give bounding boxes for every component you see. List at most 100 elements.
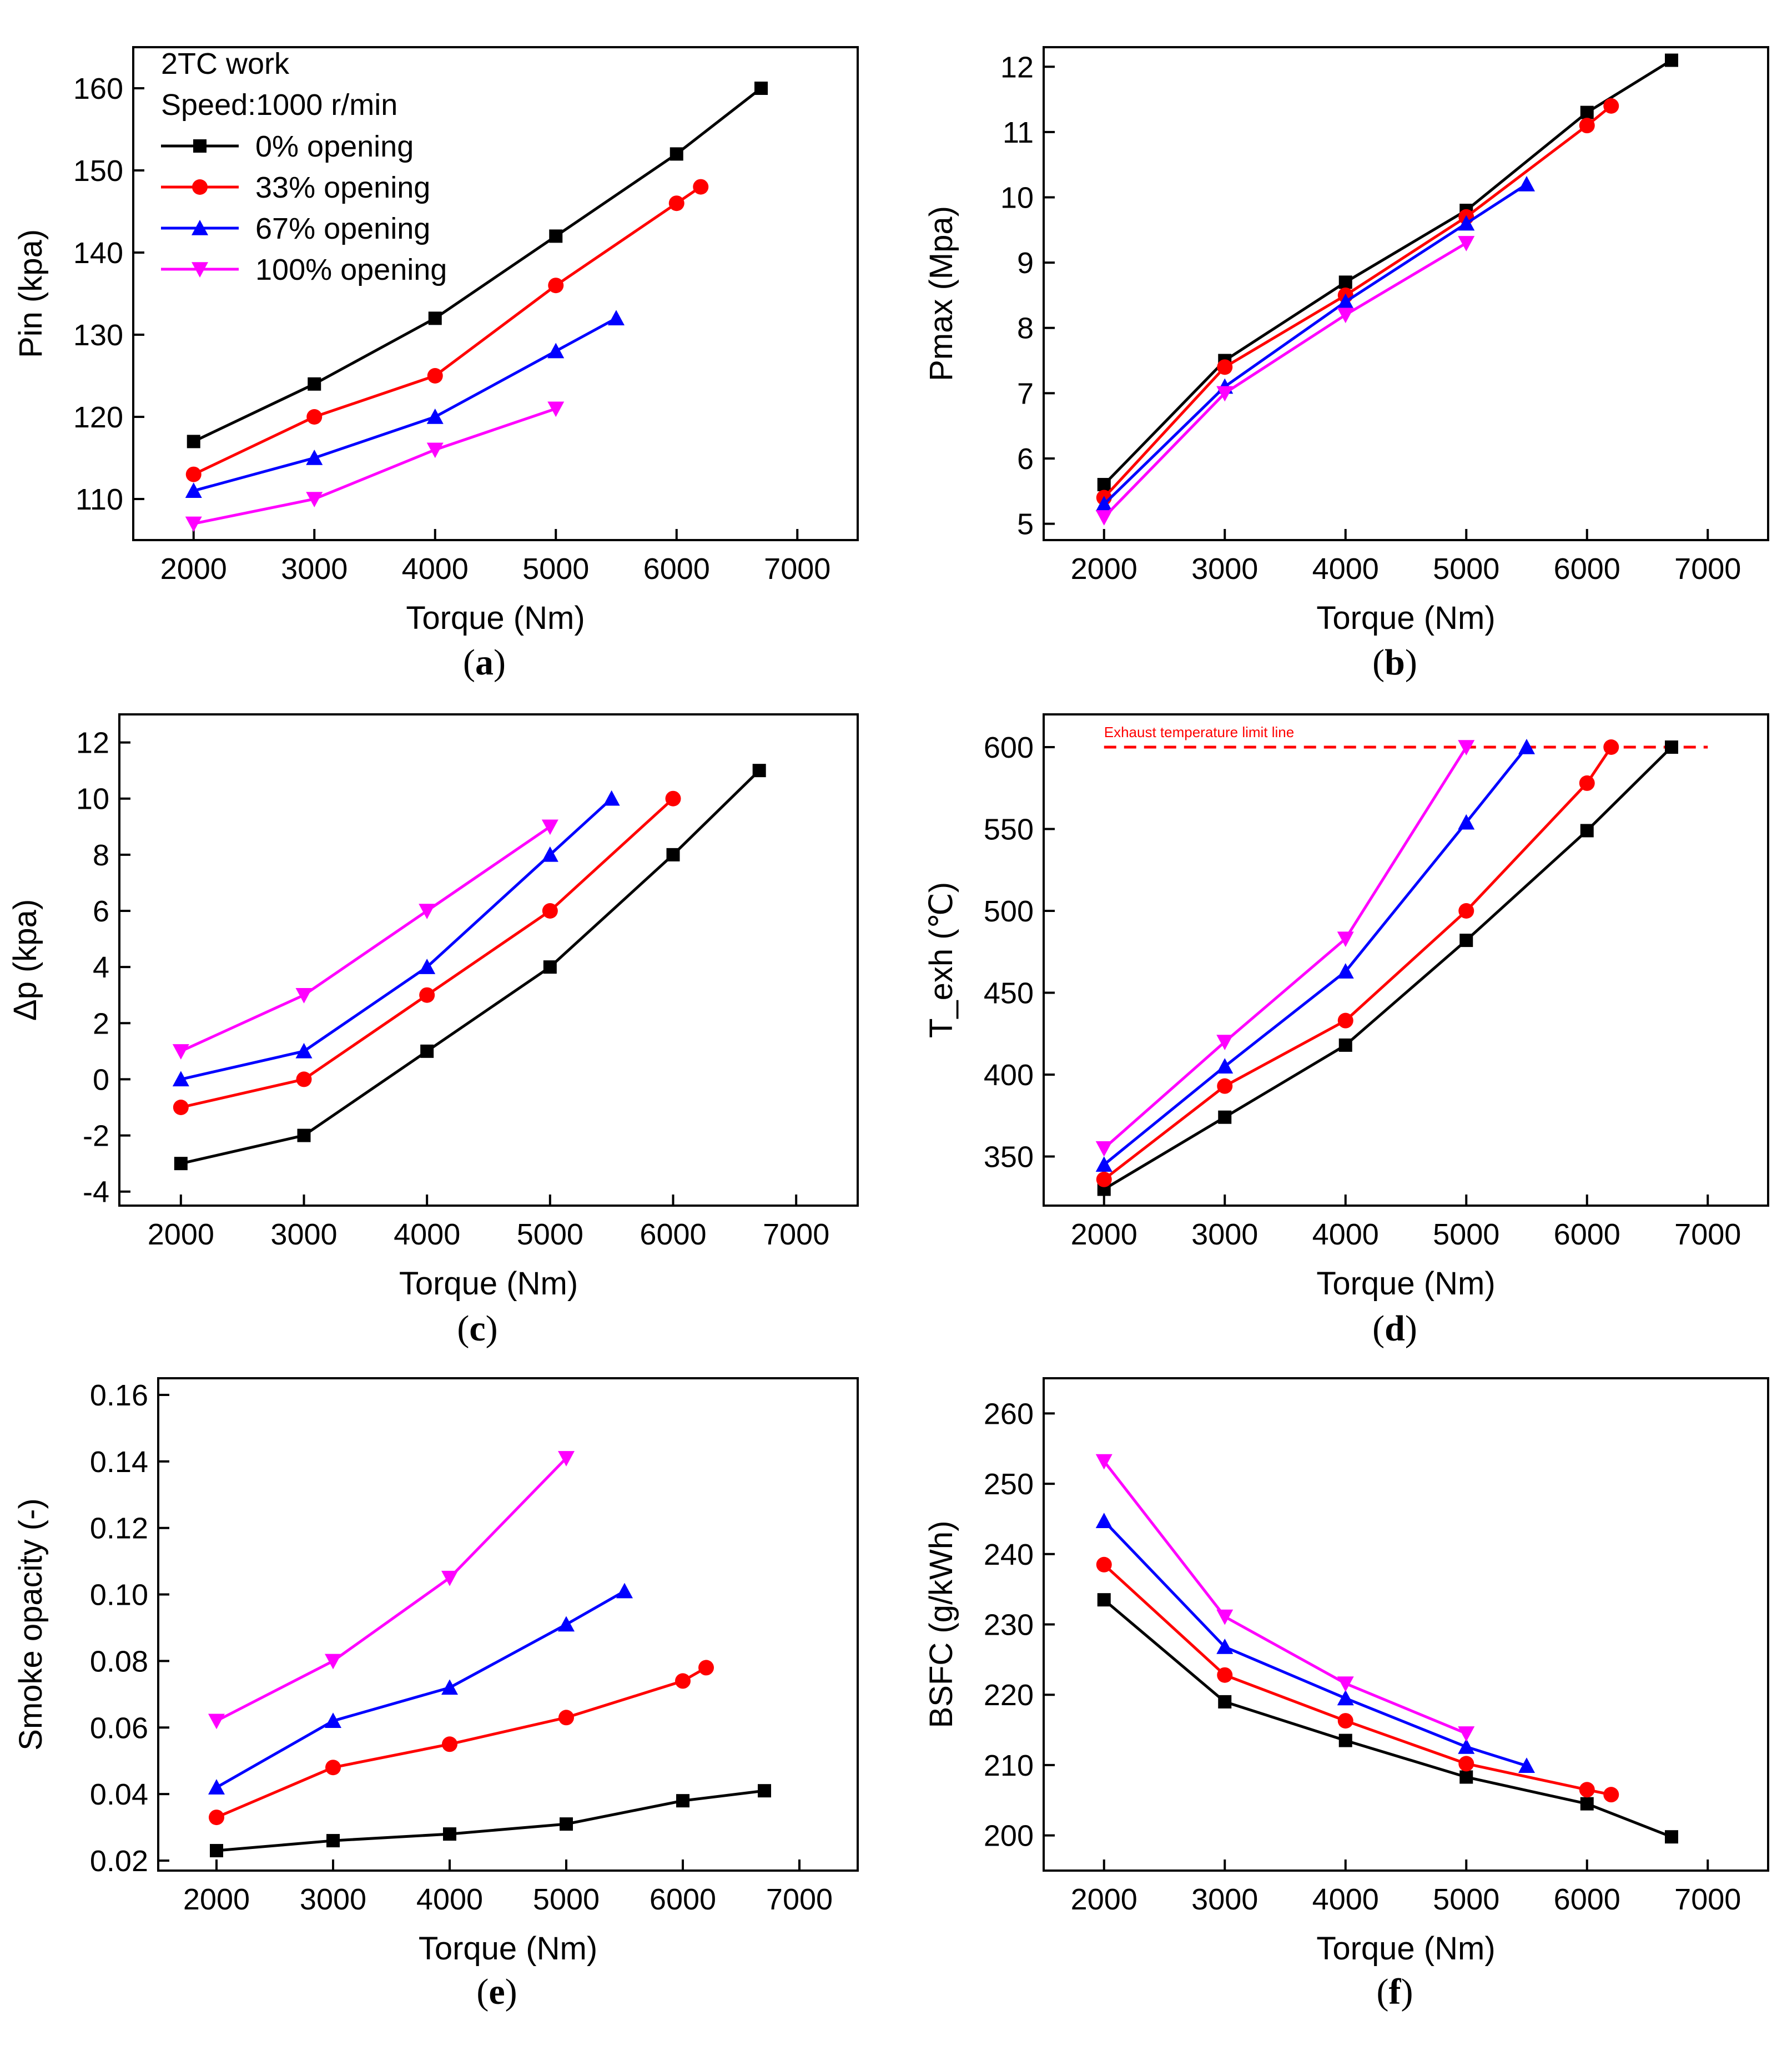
- x-tick-label: 6000: [650, 1883, 716, 1916]
- x-tick-label: 5000: [533, 1883, 600, 1916]
- data-point: [547, 342, 565, 359]
- y-tick-label: 8: [1017, 312, 1034, 345]
- data-point: [1216, 1058, 1234, 1074]
- series-67-opening: [1095, 175, 1535, 512]
- series-67-opening: [1095, 1513, 1535, 1773]
- series-0-opening: [1097, 53, 1678, 492]
- y-tick-label: 0.04: [90, 1778, 148, 1811]
- data-point: [1217, 1078, 1233, 1094]
- y-tick-label: 200: [984, 1820, 1034, 1853]
- series-0-opening: [187, 82, 768, 448]
- data-point: [1095, 496, 1113, 512]
- series-line: [1103, 241, 1467, 518]
- y-axis-label: Pmax (Mpa): [923, 206, 959, 381]
- series-100-opening: [1095, 1454, 1475, 1742]
- data-point: [295, 1042, 313, 1059]
- x-axis-label: Torque (Nm): [1316, 600, 1495, 636]
- y-tick-label: 210: [984, 1749, 1034, 1782]
- x-tick-label: 2000: [1071, 1218, 1137, 1251]
- data-point: [1337, 1713, 1353, 1729]
- data-point: [1216, 1609, 1234, 1625]
- y-tick-label: -2: [83, 1120, 109, 1153]
- y-tick-label: 110: [75, 483, 123, 516]
- x-axis-label: Torque (Nm): [1316, 1266, 1495, 1302]
- series-67-opening: [185, 310, 625, 498]
- series-33-opening: [1096, 739, 1619, 1187]
- chart-panel-f: 2000 3000 4000 5000 6000 7000 200 210 220 230 240 2…: [923, 1377, 1769, 2012]
- data-point: [1097, 1593, 1111, 1607]
- data-point: [541, 819, 558, 835]
- x-tick-label: 4000: [394, 1218, 460, 1251]
- x-tick-label: 6000: [640, 1218, 706, 1251]
- series-33-opening: [185, 179, 709, 482]
- data-point: [297, 1128, 311, 1142]
- x-tick-label: 6000: [1554, 552, 1620, 586]
- data-point: [1217, 1667, 1233, 1683]
- y-tick-label: 9: [1017, 246, 1034, 280]
- series-100-opening: [1095, 236, 1475, 526]
- y-tick-label: 600: [984, 731, 1034, 764]
- series-line: [1103, 1599, 1672, 1838]
- data-point: [560, 1817, 573, 1831]
- y-tick-label: 450: [984, 977, 1034, 1010]
- data-point: [1458, 236, 1475, 251]
- x-tick-label: 5000: [1433, 1218, 1499, 1251]
- series-100-opening: [1095, 740, 1475, 1157]
- data-point: [1579, 1782, 1595, 1798]
- data-point: [173, 1100, 189, 1115]
- legend-marker: [192, 179, 208, 195]
- data-point: [185, 516, 202, 532]
- data-point: [608, 310, 625, 326]
- data-point: [1095, 1156, 1113, 1172]
- data-point: [1338, 275, 1352, 289]
- series-line: [180, 825, 551, 1053]
- data-point: [326, 1834, 340, 1848]
- data-point: [1337, 1690, 1354, 1706]
- data-point: [675, 1673, 691, 1689]
- data-point: [676, 1794, 689, 1808]
- data-point: [1665, 1830, 1678, 1844]
- data-point: [208, 1779, 225, 1795]
- plot-frame: [1043, 46, 1769, 541]
- data-point: [1603, 98, 1619, 114]
- data-point: [1518, 739, 1535, 754]
- series-line: [1103, 746, 1673, 1191]
- y-tick-label: -4: [83, 1176, 109, 1209]
- data-point: [752, 764, 766, 778]
- data-point: [1665, 740, 1678, 754]
- data-point: [1580, 1797, 1594, 1811]
- exhaust-limit-label: Exhaust temperature limit line: [1104, 724, 1294, 740]
- data-point: [419, 959, 436, 974]
- legend-annotation: 2TC work: [161, 47, 290, 80]
- y-tick-label: 260: [984, 1397, 1034, 1430]
- data-point: [558, 1616, 575, 1632]
- x-tick-label: 4000: [1312, 1883, 1379, 1916]
- data-point: [543, 960, 557, 974]
- data-point: [1337, 1676, 1354, 1692]
- x-axis-label: Torque (Nm): [406, 600, 585, 636]
- data-point: [1337, 963, 1354, 979]
- x-tick-label: 3000: [1191, 1218, 1258, 1251]
- data-point: [1337, 293, 1354, 309]
- y-tick-label: 220: [984, 1679, 1034, 1712]
- data-point: [665, 790, 681, 807]
- legend-entry-label: 100% opening: [255, 253, 447, 286]
- data-point: [1459, 934, 1473, 948]
- panel-caption: (f): [1377, 1972, 1413, 2012]
- data-point: [1458, 215, 1475, 231]
- data-point: [1580, 105, 1594, 119]
- data-point: [1216, 1035, 1234, 1050]
- y-axis-label: Smoke opacity (-): [13, 1498, 49, 1750]
- x-tick-label: 7000: [1674, 1883, 1741, 1916]
- plot-frame: [118, 713, 859, 1207]
- legend-marker: [192, 262, 208, 278]
- data-point: [325, 1654, 341, 1670]
- y-tick-label: 0.16: [90, 1379, 148, 1412]
- x-axis-label: Torque (Nm): [419, 1931, 597, 1967]
- x-tick-label: 7000: [1674, 1218, 1741, 1251]
- chart-panel-a: 2000 3000 4000 5000 6000 7000 110 120 130 140 150 1…: [13, 46, 859, 683]
- y-tick-label: 0.06: [90, 1711, 148, 1745]
- series-0-opening: [210, 1784, 771, 1858]
- y-tick-label: 150: [73, 154, 123, 188]
- series-0-opening: [1097, 1593, 1678, 1844]
